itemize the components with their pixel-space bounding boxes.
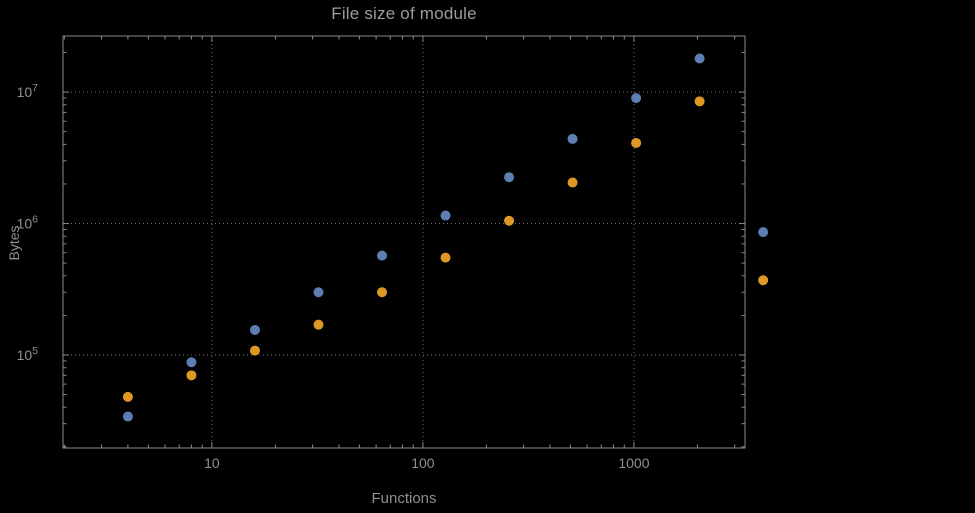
y-tick-label: 105 <box>17 345 39 363</box>
data-point-series-blue <box>377 250 388 261</box>
x-tick-label: 10 <box>204 455 220 471</box>
data-point-series-orange <box>567 177 578 188</box>
data-point-series-orange <box>631 137 642 148</box>
x-tick-label: 1000 <box>618 455 649 471</box>
data-point-series-blue <box>758 227 769 238</box>
data-point-series-blue <box>631 93 642 104</box>
y-tick-label: 106 <box>17 214 39 232</box>
data-point-series-blue <box>122 411 133 422</box>
data-point-series-orange <box>377 287 388 298</box>
data-point-series-orange <box>440 252 451 263</box>
data-point-series-orange <box>249 345 260 356</box>
data-point-series-blue <box>186 357 197 368</box>
data-point-series-orange <box>313 319 324 330</box>
plot-frame <box>62 35 746 449</box>
x-tick-label: 100 <box>411 455 435 471</box>
data-point-series-blue <box>504 172 515 183</box>
chart-title: File size of module <box>331 4 477 23</box>
data-point-series-orange <box>504 215 515 226</box>
data-point-series-blue <box>694 53 705 64</box>
data-point-series-blue <box>567 133 578 144</box>
data-point-series-blue <box>440 210 451 221</box>
data-point-series-orange <box>122 391 133 402</box>
data-point-series-orange <box>758 275 769 286</box>
x-axis-label: Functions <box>371 490 437 507</box>
y-tick-label: 107 <box>17 82 39 100</box>
data-point-series-blue <box>249 324 260 335</box>
data-point-series-orange <box>694 96 705 107</box>
data-point-series-blue <box>313 287 324 298</box>
data-point-series-orange <box>186 370 197 381</box>
